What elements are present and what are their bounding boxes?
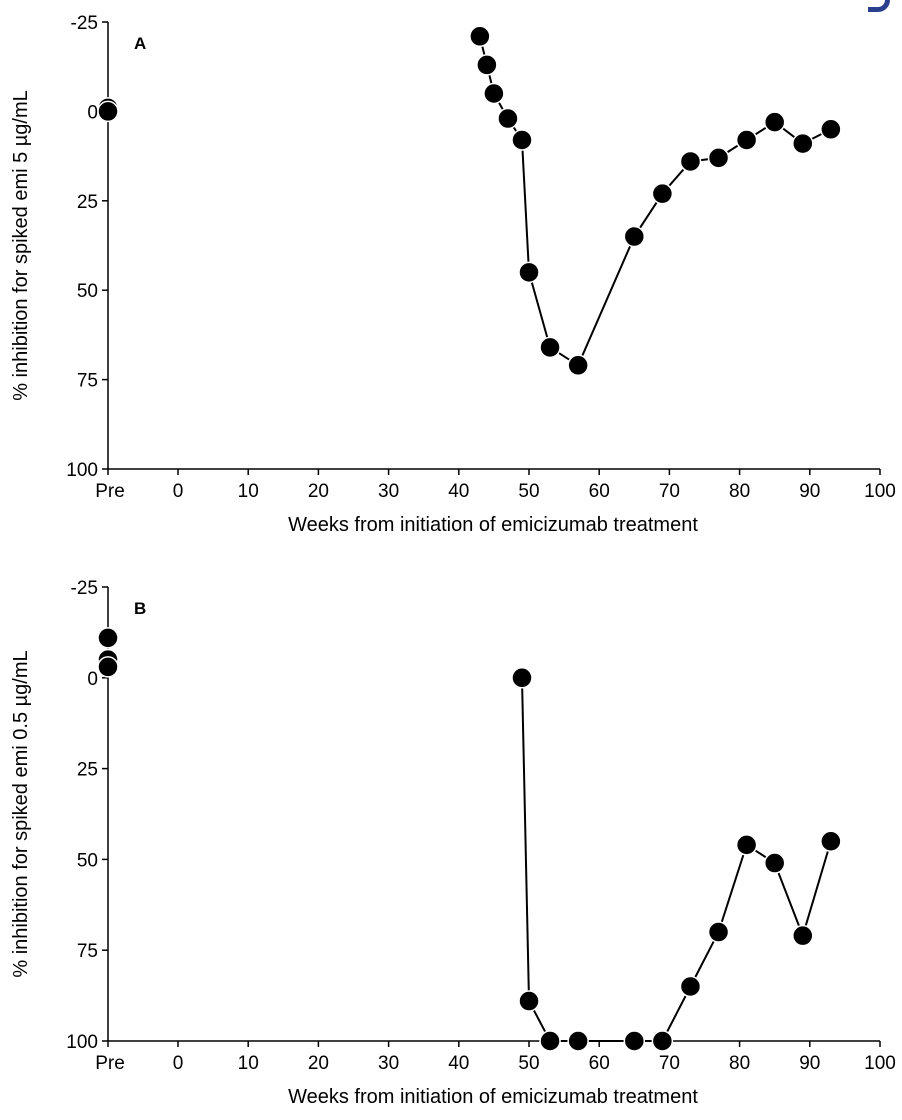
panel-a-x-tick-label: 70	[659, 481, 680, 502]
panel-b-x-tick-label: 0	[173, 1053, 184, 1074]
panel-a-x-tick-label: 90	[799, 481, 820, 502]
panel-a-data-point	[735, 129, 758, 151]
panel-b-x-tick-label: 40	[448, 1053, 469, 1074]
panel-a-x-tick-label: 10	[238, 481, 259, 502]
panel-a-data-point	[511, 129, 533, 151]
panel-b-data-point	[820, 830, 842, 852]
panel-a-y-axis-label: % inhibition for spiked emi 5 µg/mL	[10, 90, 32, 401]
panel-b-pre-point	[97, 656, 119, 678]
panel-a-pre-point	[97, 100, 119, 123]
panel-a-data-point	[763, 111, 786, 133]
panel-a-data-point	[679, 150, 702, 173]
panel-b-y-axis-label: % inhibition for spiked emi 0.5 µg/mL	[10, 650, 32, 977]
panel-a-data-point	[539, 336, 561, 359]
panel-a-data-point	[707, 147, 730, 169]
panel-b-x-tick-label: 10	[238, 1053, 259, 1074]
panel-b-x-tick-label: 60	[589, 1053, 610, 1074]
panel-b-data-point	[518, 990, 540, 1012]
panel-b-data-point	[567, 1030, 589, 1052]
panel-a-data-point	[792, 132, 814, 155]
panel-b-x-tick-label: 90	[799, 1053, 820, 1074]
panel-a-data-point	[820, 118, 842, 141]
panel-b-data-point	[623, 1030, 646, 1052]
panel-b-y-tick-label: 100	[66, 1032, 98, 1053]
panel-a-data-point	[567, 354, 589, 377]
panel-a-data-point	[483, 82, 505, 105]
panel-b-data-point	[792, 924, 814, 947]
panel-b-x-axis-label: Weeks from initiation of emicizumab trea…	[288, 1086, 698, 1108]
panel-a-data-point	[469, 25, 491, 48]
panel-a-y-tick-label: 25	[77, 192, 98, 213]
panel-b-x-tick-label: 20	[308, 1053, 329, 1074]
panel-a-data-point	[623, 225, 646, 248]
panel-b-y-tick-label: 75	[77, 941, 98, 962]
panel-a-x-tick-label: 20	[308, 481, 329, 502]
panel-a-data-point	[518, 261, 540, 284]
panel-b-y-tick-label: 25	[77, 760, 98, 781]
panel-a-x-axis-label: Weeks from initiation of emicizumab trea…	[288, 514, 698, 536]
panel-a-x-tick-label: 30	[378, 481, 399, 502]
panel-a-data-point	[476, 54, 498, 76]
panel-b-data-point	[707, 921, 730, 943]
panel-a-x-tick-label: 60	[589, 481, 610, 502]
panel-b-data-point	[679, 975, 702, 998]
panel-b-x-tick-label: 70	[659, 1053, 680, 1074]
panel-b-y-tick-label: 0	[87, 669, 98, 690]
panel-b-x-tick-label: 100	[864, 1053, 896, 1074]
panel-b-x-tick-label: 80	[729, 1053, 750, 1074]
panel-a-y-tick-label: 50	[77, 281, 98, 302]
panel-b-data-point	[763, 852, 786, 874]
panel-a-x-tick-label: 100	[864, 481, 896, 502]
panel-b-pre-point	[97, 627, 119, 649]
panel-a-series-line	[478, 36, 832, 367]
panel-b-data-point	[651, 1030, 674, 1052]
panel-a-data-point	[651, 182, 674, 205]
panel-a-data-point	[497, 107, 519, 130]
panel-a-label: A	[134, 34, 146, 53]
panel-b-label: B	[134, 599, 146, 618]
panel-a-y-tick-label: 100	[66, 460, 98, 481]
panel-b-y-tick-label: 50	[77, 850, 98, 871]
panel-b-x-tick-label: Pre	[95, 1053, 125, 1074]
panel-b-data-point	[539, 1030, 561, 1052]
panel-a-y-tick-label: 0	[87, 102, 98, 123]
panel-b-x-tick-label: 50	[518, 1053, 539, 1074]
brand-logo-fragment	[868, 0, 890, 12]
panel-b-y-tick-label: -25	[71, 578, 98, 599]
panel-a-y-tick-label: -25	[71, 13, 98, 34]
panel-a-y-tick-label: 75	[77, 371, 98, 392]
panel-a-x-tick-label: Pre	[95, 481, 125, 502]
panel-a-x-tick-label: 50	[518, 481, 539, 502]
panel-a-x-tick-label: 40	[448, 481, 469, 502]
panel-a-x-tick-label: 80	[729, 481, 750, 502]
panel-b-x-tick-label: 30	[378, 1053, 399, 1074]
panel-a-x-tick-label: 0	[173, 481, 184, 502]
panel-b-data-point	[735, 834, 758, 856]
panel-b-data-point	[511, 667, 533, 689]
